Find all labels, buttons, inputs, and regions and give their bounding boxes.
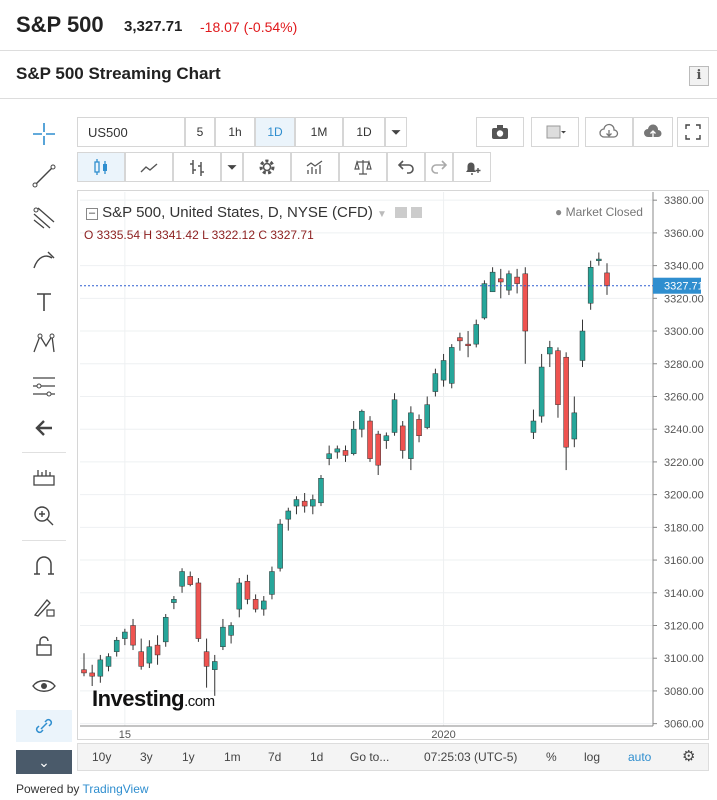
eye-icon[interactable] (395, 207, 408, 218)
log-toggle[interactable]: log (584, 750, 601, 764)
collapse-icon[interactable]: – (86, 208, 98, 220)
arrow-left-icon[interactable] (16, 412, 72, 444)
cloud-download-icon[interactable] (585, 117, 633, 147)
logo-suffix: .com (184, 693, 215, 710)
last-price: 3,327.71 (124, 18, 183, 35)
gear-icon[interactable]: ⚙ (682, 748, 696, 765)
market-status-text: Market Closed (565, 205, 643, 219)
interval-button[interactable]: 1D (255, 117, 295, 147)
crosshair-icon[interactable] (16, 118, 72, 150)
logo-brand: Investing (92, 686, 185, 711)
chart-panel[interactable] (77, 190, 709, 740)
trend-line-icon[interactable] (16, 160, 72, 192)
section-title: S&P 500 Streaming Chart (16, 64, 221, 83)
powered-by: Powered by TradingView (16, 782, 149, 796)
zoom-in-icon[interactable] (16, 500, 72, 532)
area-chart-icon[interactable] (125, 152, 173, 182)
chevron-down-icon[interactable]: ⌄ (16, 750, 72, 774)
auto-toggle[interactable]: auto (628, 750, 652, 764)
interval-button[interactable]: 1D (343, 117, 385, 147)
indicators-icon[interactable] (291, 152, 339, 182)
unlock-icon[interactable] (16, 630, 72, 662)
interval-button[interactable]: 1M (295, 117, 343, 147)
eye-icon[interactable] (16, 670, 72, 702)
cloud-upload-icon[interactable] (633, 117, 673, 147)
color-picker-icon[interactable] (531, 117, 579, 147)
candles-icon[interactable] (77, 152, 125, 182)
chevron-down-icon[interactable] (385, 117, 407, 147)
range-3y[interactable]: 3y (140, 750, 153, 764)
chart-legend-title: – S&P 500, United States, D, NYSE (CFD) … (86, 204, 423, 221)
pattern-icon[interactable] (16, 328, 72, 360)
range-10y[interactable]: 10y (92, 750, 112, 764)
info-icon[interactable]: i (689, 66, 709, 86)
ohlc-values: O 3335.54 H 3341.42 L 3322.12 C 3327.71 (84, 228, 314, 242)
tradingview-link[interactable]: TradingView (82, 782, 149, 796)
link-icon[interactable] (16, 710, 72, 742)
range-1d[interactable]: 1d (310, 750, 324, 764)
interval-button[interactable]: 1h (215, 117, 255, 147)
range-7d[interactable]: 7d (268, 750, 282, 764)
undo-icon[interactable] (387, 152, 425, 182)
fib-levels-icon[interactable] (16, 370, 72, 402)
powered-by-text: Powered by (16, 782, 80, 796)
price-change: -18.07 (-0.54%) (200, 19, 298, 35)
divider (22, 540, 66, 541)
range-1m[interactable]: 1m (224, 750, 241, 764)
divider (22, 452, 66, 453)
quote-header: S&P 500 3,327.71 -18.07 (-0.54%) (0, 0, 717, 51)
market-status: ● Market Closed (555, 205, 643, 219)
range-bar: 10y 3y 1y 1m 7d 1d Go to... 07:25:03 (UT… (77, 743, 709, 771)
compare-icon[interactable] (339, 152, 387, 182)
go-to-button[interactable]: Go to... (350, 750, 390, 764)
alert-bell-icon[interactable] (453, 152, 491, 182)
brush-icon[interactable] (16, 244, 72, 276)
percent-toggle[interactable]: % (546, 750, 557, 764)
bars-icon[interactable] (173, 152, 221, 182)
camera-icon[interactable] (476, 117, 524, 147)
interval-button[interactable]: 5 (185, 117, 215, 147)
legend-dropdown-icon[interactable]: ▼ (377, 209, 387, 220)
fullscreen-icon[interactable] (677, 117, 709, 147)
magnet-icon[interactable] (16, 550, 72, 582)
instrument-name: S&P 500 (16, 12, 104, 37)
symbol-input[interactable]: US500 (77, 117, 185, 147)
divider (0, 98, 717, 99)
pencil-lock-icon[interactable] (16, 590, 72, 622)
investing-logo: Investing.com (92, 686, 215, 712)
text-icon[interactable] (16, 286, 72, 318)
gear-icon[interactable] (411, 207, 423, 218)
chevron-down-icon[interactable] (221, 152, 243, 182)
range-1y[interactable]: 1y (182, 750, 195, 764)
legend-symbol: S&P 500, United States, D, NYSE (CFD) (102, 204, 373, 221)
clock-time: 07:25:03 (UTC-5) (424, 750, 518, 764)
gear-icon[interactable] (243, 152, 291, 182)
ruler-icon[interactable] (16, 460, 72, 492)
pitchfork-icon[interactable] (16, 202, 72, 234)
redo-icon[interactable] (425, 152, 453, 182)
